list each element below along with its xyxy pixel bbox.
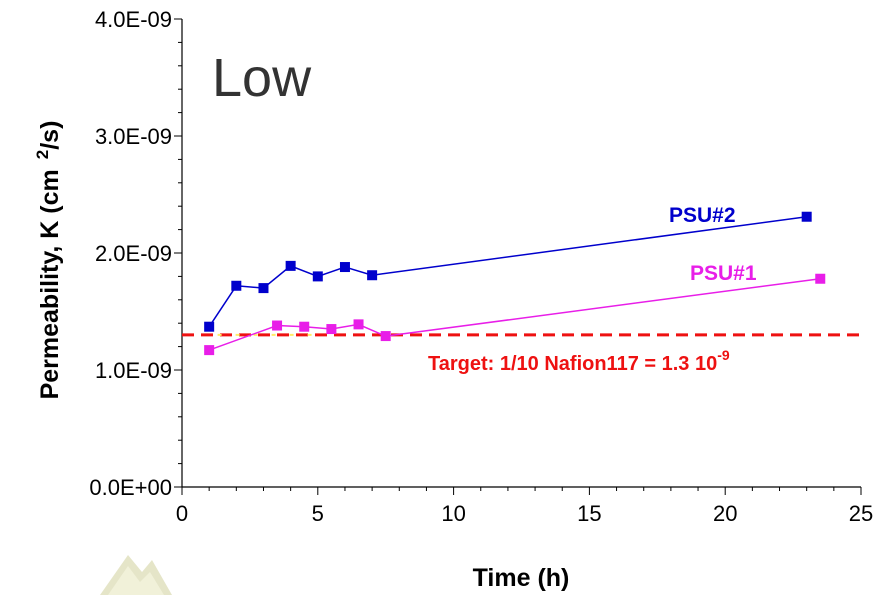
series-line-psu1 [208, 277, 821, 351]
x-tick-label: 25 [849, 501, 873, 526]
x-tick-label: 10 [441, 501, 465, 526]
series-label-psu1: PSU#1 [690, 262, 757, 285]
y-tick-label: 1.0E-09 [95, 358, 172, 383]
y-tick-label: 3.0E-09 [95, 124, 172, 149]
chart-title: Low [212, 48, 312, 108]
x-axis-title: Time (h) [473, 564, 570, 592]
y-axis-title-main: Permeability, K (cm [36, 169, 64, 399]
x-tick-label: 15 [577, 501, 601, 526]
data-point-psu2 [339, 262, 350, 273]
data-point-psu1 [815, 273, 826, 284]
data-point-psu1 [326, 324, 337, 335]
y-axis-title: Permeability, K (cm 2/s) [33, 121, 64, 400]
y-axis-title-sup: 2 [33, 150, 52, 159]
y-tick-label: 2.0E-09 [95, 241, 172, 266]
series-group [204, 211, 826, 356]
series-label-psu2: PSU#2 [669, 204, 736, 227]
x-tick-label: 5 [312, 501, 324, 526]
target-annotation-sup: -9 [717, 347, 730, 363]
y-tick-label: 0.0E+00 [89, 475, 172, 500]
target-annotation: Target: 1/10 Nafion117 = 1.3 10-9 [428, 347, 730, 375]
data-point-psu2 [204, 321, 215, 332]
x-tick-label: 0 [176, 501, 188, 526]
data-point-psu2 [285, 260, 296, 271]
data-point-psu1 [299, 321, 310, 332]
data-point-psu1 [204, 345, 215, 356]
data-point-psu2 [258, 283, 269, 294]
y-tick-label: 4.0E-09 [95, 7, 172, 32]
y-axis-title-end: /s) [36, 121, 64, 150]
data-point-psu1 [380, 331, 391, 342]
data-point-psu1 [353, 319, 364, 330]
x-tick-label: 20 [713, 501, 737, 526]
data-point-psu2 [367, 270, 378, 281]
data-point-psu2 [312, 271, 323, 282]
watermark-logo [100, 555, 172, 595]
ticks: 0.0E+00 1.0E-09 2.0E-09 3.0E-09 4.0E-09 0 5 10 1… [89, 7, 873, 526]
data-point-psu2 [801, 211, 812, 222]
data-point-psu2 [231, 280, 242, 291]
target-annotation-main: Target: 1/10 Nafion117 = 1.3 10 [428, 353, 717, 375]
data-point-psu1 [272, 320, 283, 331]
